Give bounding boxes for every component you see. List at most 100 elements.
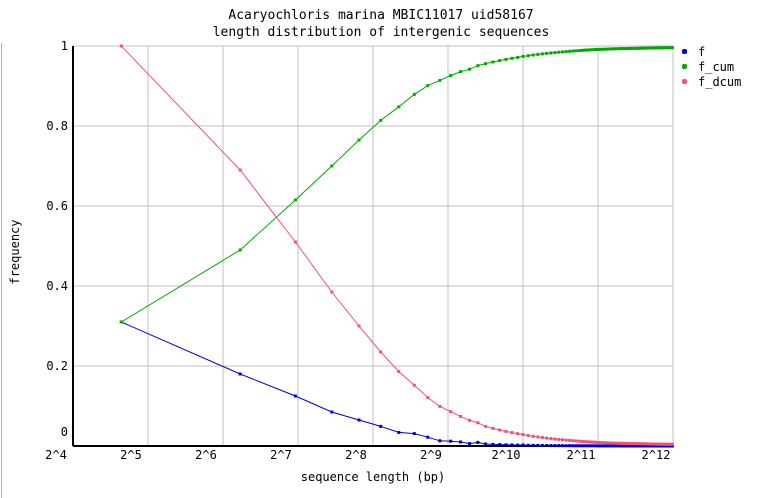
data-point-marker — [617, 444, 620, 448]
data-point-marker — [568, 438, 572, 442]
data-point-marker — [625, 47, 629, 50]
data-point-marker — [597, 444, 601, 448]
data-point-marker — [577, 444, 581, 448]
data-point-marker — [642, 442, 646, 446]
data-point-marker — [647, 46, 651, 50]
data-point-marker — [612, 444, 616, 448]
data-point-marker — [571, 439, 575, 443]
data-point-marker — [545, 51, 549, 55]
data-point-marker — [549, 437, 553, 441]
data-point-marker — [484, 62, 488, 66]
x-tick-label: 2^7 — [270, 448, 292, 462]
data-point-marker — [561, 438, 564, 442]
data-point-marker — [623, 441, 627, 445]
x-tick-label: 2^9 — [420, 448, 442, 462]
data-point-marker — [652, 442, 656, 446]
data-point-marker — [636, 444, 640, 448]
data-point-marker — [561, 444, 564, 448]
data-point-marker — [603, 47, 606, 51]
data-point-marker — [577, 49, 581, 52]
data-point-marker — [536, 443, 540, 447]
data-point-marker — [119, 320, 123, 324]
data-point-marker — [568, 444, 572, 448]
series-markers-f_cum — [119, 46, 674, 324]
data-point-marker — [640, 442, 644, 446]
data-point-marker — [536, 435, 540, 439]
data-point-marker — [397, 430, 401, 434]
x-tick-label: 2^4 — [45, 448, 67, 462]
data-point-marker — [459, 414, 463, 418]
data-point-marker — [643, 442, 647, 446]
data-point-marker — [510, 431, 514, 435]
data-point-marker — [631, 46, 635, 50]
data-point-marker — [640, 444, 644, 448]
x-axis-title: sequence length (bp) — [300, 470, 446, 484]
data-point-marker — [468, 67, 472, 71]
data-point-marker — [635, 444, 639, 448]
data-point-marker — [581, 48, 584, 52]
x-tick-label: 2^8 — [345, 448, 367, 462]
data-point-marker — [652, 444, 656, 448]
data-point-marker — [357, 138, 361, 142]
data-point-marker — [612, 441, 616, 445]
data-point-marker — [645, 444, 649, 448]
x-tick-label: 2^11 — [566, 448, 596, 462]
data-point-marker — [412, 92, 416, 96]
data-point-marker — [484, 424, 488, 428]
data-point-marker — [592, 440, 596, 444]
series-line-f — [121, 321, 673, 447]
data-point-marker — [605, 47, 609, 51]
data-point-marker — [449, 410, 453, 414]
data-point-marker — [584, 440, 587, 444]
x-tick-label: 2^6 — [195, 448, 217, 462]
legend-label: f_cum — [698, 59, 735, 74]
series-markers-f — [119, 320, 674, 448]
data-point-marker — [592, 48, 596, 52]
data-point-marker — [238, 248, 242, 252]
data-point-marker — [293, 198, 297, 202]
data-point-marker — [584, 48, 587, 52]
data-point-marker — [238, 168, 242, 172]
data-point-marker — [397, 370, 401, 374]
data-point-marker — [449, 74, 453, 78]
y-tick-label: 0.8 — [46, 119, 68, 133]
data-point-marker — [379, 424, 383, 428]
data-point-marker — [670, 46, 674, 50]
data-point-marker — [476, 440, 480, 444]
data-point-marker — [571, 444, 575, 448]
legend-label: f — [698, 44, 706, 59]
data-point-marker — [484, 442, 488, 446]
data-point-marker — [629, 46, 633, 50]
data-point-marker — [589, 440, 593, 444]
data-point-marker — [540, 436, 544, 440]
data-point-marker — [574, 49, 578, 53]
data-point-marker — [625, 444, 629, 448]
data-point-marker — [642, 46, 646, 50]
data-point-marker — [652, 46, 656, 50]
data-point-marker — [635, 442, 639, 446]
data-point-marker — [521, 433, 525, 437]
data-point-marker — [553, 51, 557, 55]
data-point-marker — [643, 444, 647, 448]
data-point-marker — [574, 439, 578, 443]
data-point-marker — [614, 441, 618, 445]
data-point-marker — [605, 444, 609, 448]
data-point-marker — [553, 444, 557, 448]
data-point-marker — [614, 444, 618, 448]
data-point-marker — [516, 443, 520, 447]
data-point-marker — [603, 444, 606, 448]
data-point-marker — [526, 443, 530, 447]
data-point-marker — [293, 240, 297, 244]
data-point-marker — [426, 84, 430, 88]
data-point-marker — [621, 441, 625, 445]
data-point-marker — [498, 59, 502, 63]
y-tick-label: 0.6 — [46, 199, 68, 213]
chart-title-line1: Acaryochloris marina MBIC11017 uid58167 — [228, 8, 534, 23]
data-point-marker — [549, 444, 553, 448]
data-point-marker — [629, 442, 633, 445]
data-point-marker — [545, 444, 549, 447]
data-point-marker — [531, 53, 535, 57]
data-point-marker — [330, 290, 334, 294]
data-point-marker — [587, 48, 590, 52]
x-tick-label: 2^12 — [641, 448, 671, 462]
